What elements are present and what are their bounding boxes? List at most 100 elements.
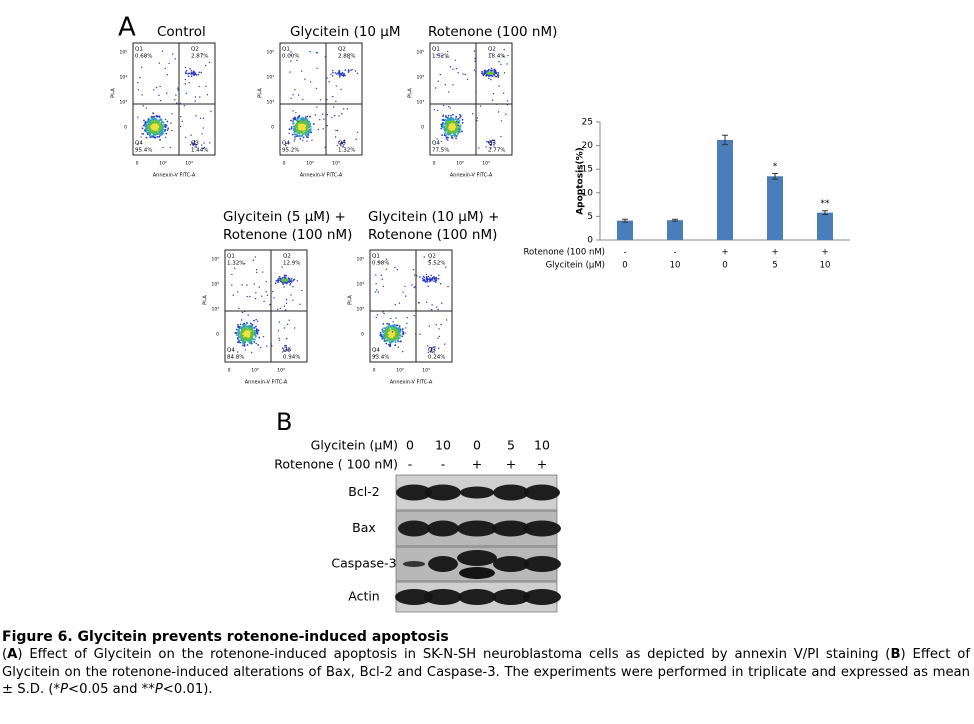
flow-dot	[285, 348, 288, 350]
flow-dot	[445, 116, 447, 118]
flow-dot	[152, 134, 155, 136]
x-tick-label: 10³	[185, 161, 193, 167]
flow-dot	[285, 344, 287, 347]
flow-dot	[485, 146, 487, 148]
quadrant-value: 84.8%	[227, 355, 244, 361]
flow-dot	[195, 144, 198, 146]
flow-dot	[248, 334, 251, 337]
y-tick-label: 0	[361, 332, 364, 338]
flow-dot	[153, 124, 156, 127]
flow-dot	[382, 331, 385, 334]
flow-dot	[187, 75, 190, 78]
flow-dot	[450, 136, 453, 139]
flow-dot	[490, 74, 492, 77]
flow-dot	[502, 92, 505, 94]
flow-dot	[266, 294, 269, 297]
y-tick-label: 10³	[119, 100, 127, 106]
x-axis-label: Annexin-V FITC-A	[300, 173, 343, 179]
flow-dot	[253, 332, 256, 335]
flow-dot	[252, 259, 255, 262]
flow-dot	[396, 324, 398, 327]
x-tick-label: 10³	[422, 368, 430, 374]
flow-dot	[452, 131, 455, 134]
flow-dot	[448, 121, 451, 124]
plot-frame	[429, 42, 513, 156]
flow-dot	[158, 135, 161, 138]
flow-dot	[346, 108, 349, 110]
flow-dot	[330, 73, 332, 75]
flow-dot	[235, 332, 238, 334]
flow-dot	[498, 60, 500, 63]
flow-dot	[251, 329, 254, 332]
flow-dot	[341, 113, 343, 115]
plot-frame	[132, 42, 216, 156]
quadrant-value: 5.52%	[428, 261, 445, 267]
flow-dot	[204, 64, 207, 67]
flow-dot	[158, 123, 161, 126]
flow-dot	[164, 136, 167, 139]
flow-dot	[331, 116, 333, 119]
flow-dot	[455, 117, 457, 120]
flow-dot	[284, 274, 287, 277]
flow-dot	[393, 323, 396, 326]
blot-band	[398, 520, 430, 537]
flow-dot	[242, 344, 244, 347]
plot-frame	[279, 42, 363, 156]
flow-dot	[398, 333, 400, 336]
flow-dot	[305, 118, 308, 121]
flow-dot	[192, 143, 194, 145]
flow-dot	[294, 128, 297, 131]
flow-dot	[253, 283, 255, 285]
flow-dot	[242, 325, 245, 327]
flow-dot	[290, 60, 292, 62]
flow-dot	[243, 340, 245, 343]
flow-dot	[381, 278, 383, 280]
band-label: Bax	[352, 520, 376, 535]
flow-dot	[307, 133, 310, 136]
flow-dot	[335, 129, 337, 132]
flow-dot	[153, 136, 156, 139]
flow-dot	[431, 279, 433, 282]
flow-dot	[457, 118, 460, 120]
flow-dot	[194, 141, 196, 143]
flow-dot	[279, 280, 282, 283]
flow-dot	[454, 59, 456, 62]
flow-dot	[326, 113, 328, 116]
flow-dot	[169, 146, 171, 149]
flow-dot	[452, 118, 454, 121]
header-value: 0	[473, 438, 481, 453]
flow-dot	[295, 133, 298, 136]
quadrant-name: Q4	[282, 141, 290, 147]
flow-dot	[391, 331, 394, 333]
flow-dot	[437, 80, 439, 82]
flow-dot	[147, 131, 150, 134]
flow-dot	[195, 115, 197, 117]
flow-dot	[137, 89, 140, 91]
flow-dot	[434, 345, 436, 348]
plot-title: Control	[157, 24, 206, 40]
flow-dot	[472, 113, 474, 115]
flow-dot	[473, 50, 476, 52]
y-axis-label: PI-A	[203, 295, 209, 305]
flow-dot	[340, 74, 342, 76]
flow-dot	[434, 277, 436, 280]
flow-dot	[445, 127, 448, 130]
flow-dot	[333, 114, 336, 117]
flow-dot	[430, 274, 433, 277]
flow-dot	[442, 115, 444, 118]
blot-band	[457, 520, 497, 537]
flow-dot	[398, 327, 401, 330]
flow-dot	[192, 144, 194, 146]
flow-dot	[466, 78, 469, 81]
flow-dot	[393, 328, 395, 331]
flow-dot	[140, 136, 142, 138]
flow-dot	[380, 334, 383, 336]
flow-dot	[162, 146, 164, 149]
flow-dot	[246, 344, 249, 346]
caption-segment: P	[154, 682, 163, 697]
flow-dot	[446, 125, 449, 128]
flow-dot	[299, 137, 302, 140]
flow-dot	[386, 322, 389, 325]
flow-dot	[245, 336, 247, 339]
flow-dot	[198, 85, 200, 88]
